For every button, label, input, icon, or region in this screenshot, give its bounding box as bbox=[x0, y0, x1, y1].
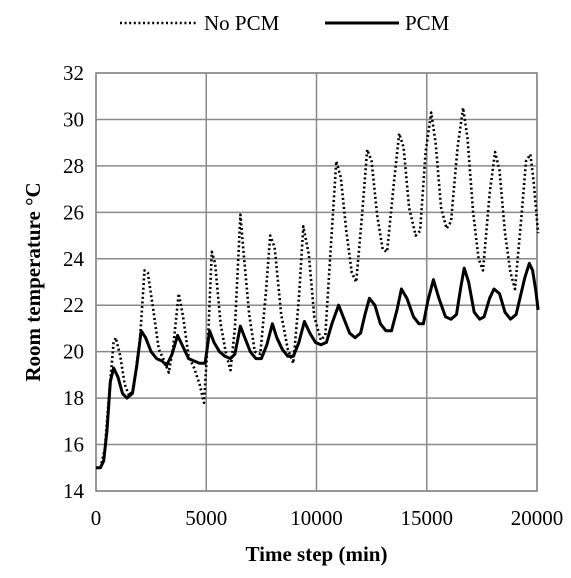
x-axis-title: Time step (min) bbox=[246, 542, 388, 566]
y-tick-label: 32 bbox=[63, 61, 84, 85]
y-tick-label: 20 bbox=[63, 340, 84, 364]
y-tick-label: 18 bbox=[63, 386, 84, 410]
y-tick-label: 14 bbox=[63, 479, 85, 503]
x-tick-label: 10000 bbox=[290, 506, 343, 530]
legend: No PCM PCM bbox=[120, 11, 450, 35]
plot-area-frame bbox=[95, 72, 538, 492]
grid-lines bbox=[95, 72, 538, 492]
y-tick-label: 22 bbox=[63, 293, 84, 317]
x-tick-label: 20000 bbox=[511, 506, 564, 530]
x-tick-label: 5000 bbox=[185, 506, 227, 530]
legend-label-pcm: PCM bbox=[405, 11, 450, 35]
x-axis-ticks: 0 5000 10000 15000 20000 bbox=[91, 506, 564, 530]
x-tick-label: 0 bbox=[91, 506, 102, 530]
x-tick-label: 15000 bbox=[401, 506, 454, 530]
y-tick-label: 28 bbox=[63, 154, 84, 178]
series-lines bbox=[96, 106, 540, 470]
legend-label-no-pcm: No PCM bbox=[204, 11, 280, 35]
y-tick-label: 26 bbox=[63, 200, 84, 224]
y-axis-title: Room temperature °C bbox=[21, 182, 45, 381]
series-line-pcm bbox=[96, 261, 540, 470]
y-tick-label: 24 bbox=[63, 247, 85, 271]
y-axis-ticks: 14 16 18 20 22 24 26 28 30 32 bbox=[63, 61, 85, 503]
y-tick-label: 16 bbox=[63, 433, 84, 457]
y-tick-label: 30 bbox=[63, 107, 84, 131]
